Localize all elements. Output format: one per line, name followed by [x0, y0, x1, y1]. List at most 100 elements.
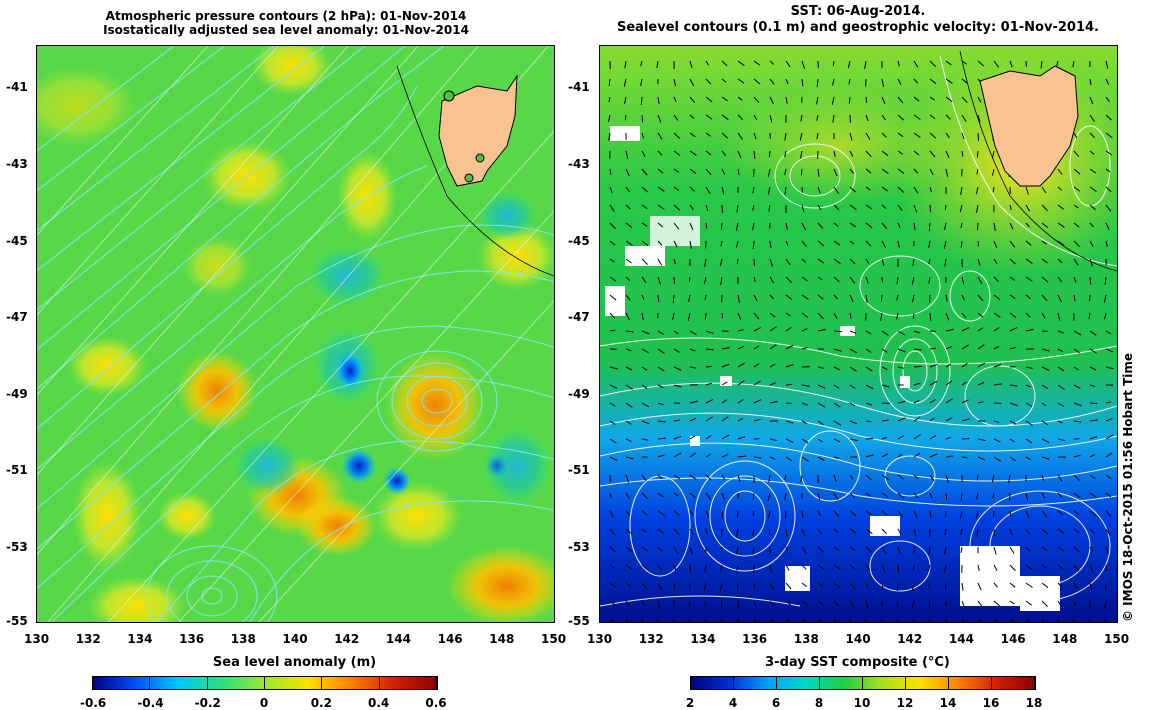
velocity-arrow	[1009, 294, 1016, 299]
velocity-arrow	[641, 618, 644, 622]
velocity-arrow	[929, 204, 932, 213]
velocity-arrow	[799, 150, 803, 159]
velocity-arrow	[752, 186, 755, 194]
velocity-arrow	[849, 564, 856, 570]
velocity-arrow	[849, 420, 858, 425]
velocity-arrow	[1089, 436, 1098, 440]
velocity-arrow	[833, 348, 842, 352]
velocity-arrow	[641, 438, 649, 441]
lat-tick-label: -47	[568, 310, 590, 324]
velocity-arrow	[641, 276, 647, 284]
velocity-arrow	[625, 204, 631, 210]
velocity-arrow	[945, 346, 953, 350]
velocity-arrow	[993, 240, 998, 249]
velocity-arrow	[737, 455, 746, 458]
velocity-arrow	[801, 346, 809, 350]
velocity-arrow	[833, 366, 840, 371]
velocity-arrow	[881, 366, 888, 370]
velocity-arrow	[801, 564, 807, 570]
velocity-arrow	[705, 168, 712, 176]
velocity-arrow	[721, 363, 730, 368]
velocity-arrow	[1009, 240, 1016, 248]
velocity-arrow	[609, 222, 616, 230]
velocity-arrow	[817, 168, 820, 177]
velocity-arrow	[801, 618, 808, 622]
velocity-arrow	[993, 456, 1002, 462]
velocity-arrow	[1057, 348, 1064, 353]
velocity-arrow	[1009, 582, 1016, 588]
velocity-arrow	[961, 150, 964, 157]
velocity-arrow	[879, 312, 883, 321]
velocity-arrow	[1025, 328, 1034, 332]
velocity-arrow	[976, 528, 979, 537]
velocity-arrow	[801, 582, 808, 588]
velocity-arrow	[753, 60, 761, 66]
velocity-arrow	[1105, 528, 1111, 536]
velocity-arrow	[625, 186, 631, 193]
velocity-arrow	[961, 582, 964, 591]
velocity-arrow	[705, 222, 708, 229]
velocity-arrow	[769, 258, 774, 267]
velocity-arrow	[801, 222, 807, 231]
velocity-arrow	[993, 528, 996, 537]
velocity-arrow	[673, 435, 682, 440]
colorbar-tick-mark	[862, 676, 863, 690]
velocity-arrow	[689, 78, 695, 87]
velocity-arrow	[817, 402, 826, 408]
colorbar-tick-mark	[264, 676, 265, 690]
velocity-arrow	[657, 546, 663, 552]
velocity-arrow	[625, 546, 633, 552]
velocity-arrow	[913, 114, 921, 120]
velocity-arrow	[1073, 132, 1078, 139]
velocity-arrow	[801, 258, 807, 263]
velocity-arrow	[865, 132, 871, 140]
colorbar-tick-label: 12	[896, 696, 914, 710]
velocity-arrow	[721, 434, 730, 440]
velocity-arrow	[768, 474, 771, 483]
velocity-arrow	[737, 345, 745, 350]
lat-tick-label: -43	[568, 157, 590, 171]
velocity-arrow	[609, 438, 617, 444]
velocity-arrow	[1089, 204, 1096, 211]
velocity-arrow	[993, 420, 999, 423]
lon-tick-label: 134	[127, 632, 153, 646]
velocity-arrow	[913, 365, 922, 368]
velocity-arrow	[769, 294, 774, 300]
velocity-arrow	[705, 510, 710, 518]
velocity-arrow	[865, 420, 872, 423]
velocity-arrow	[753, 150, 756, 159]
velocity-arrow	[865, 150, 872, 158]
velocity-arrow	[865, 384, 874, 390]
velocity-arrow	[913, 400, 920, 404]
velocity-arrow	[752, 510, 755, 517]
velocity-arrow	[1025, 600, 1032, 606]
velocity-arrow	[721, 78, 727, 83]
velocity-arrow	[1089, 96, 1094, 105]
velocity-arrow	[897, 330, 906, 336]
velocity-arrow	[785, 78, 789, 85]
velocity-arrow	[705, 382, 713, 386]
velocity-arrow	[689, 474, 697, 481]
velocity-arrow	[913, 434, 921, 440]
cloud-gaps	[605, 126, 1060, 611]
velocity-arrow	[945, 492, 948, 501]
velocity-arrow	[961, 381, 967, 386]
velocity-arrow	[753, 363, 760, 368]
velocity-arrow	[801, 60, 806, 69]
velocity-arrow	[881, 492, 889, 498]
velocity-arrow	[1105, 78, 1110, 85]
velocity-arrow	[912, 618, 915, 622]
velocity-arrow	[1009, 564, 1016, 572]
velocity-arrow	[1073, 330, 1082, 336]
velocity-arrow	[609, 384, 618, 389]
velocity-arrow	[1073, 510, 1080, 515]
velocity-arrow	[769, 456, 776, 460]
velocity-arrow	[640, 78, 643, 87]
velocity-arrow	[1073, 258, 1079, 266]
velocity-arrow	[849, 186, 856, 193]
velocity-arrow	[1073, 454, 1081, 458]
velocity-arrow	[849, 600, 855, 609]
velocity-arrow	[705, 492, 712, 500]
velocity-arrow	[785, 528, 788, 537]
imos-credit: © IMOS 18-Oct-2015 01:56 Hobart Time	[1121, 352, 1135, 622]
